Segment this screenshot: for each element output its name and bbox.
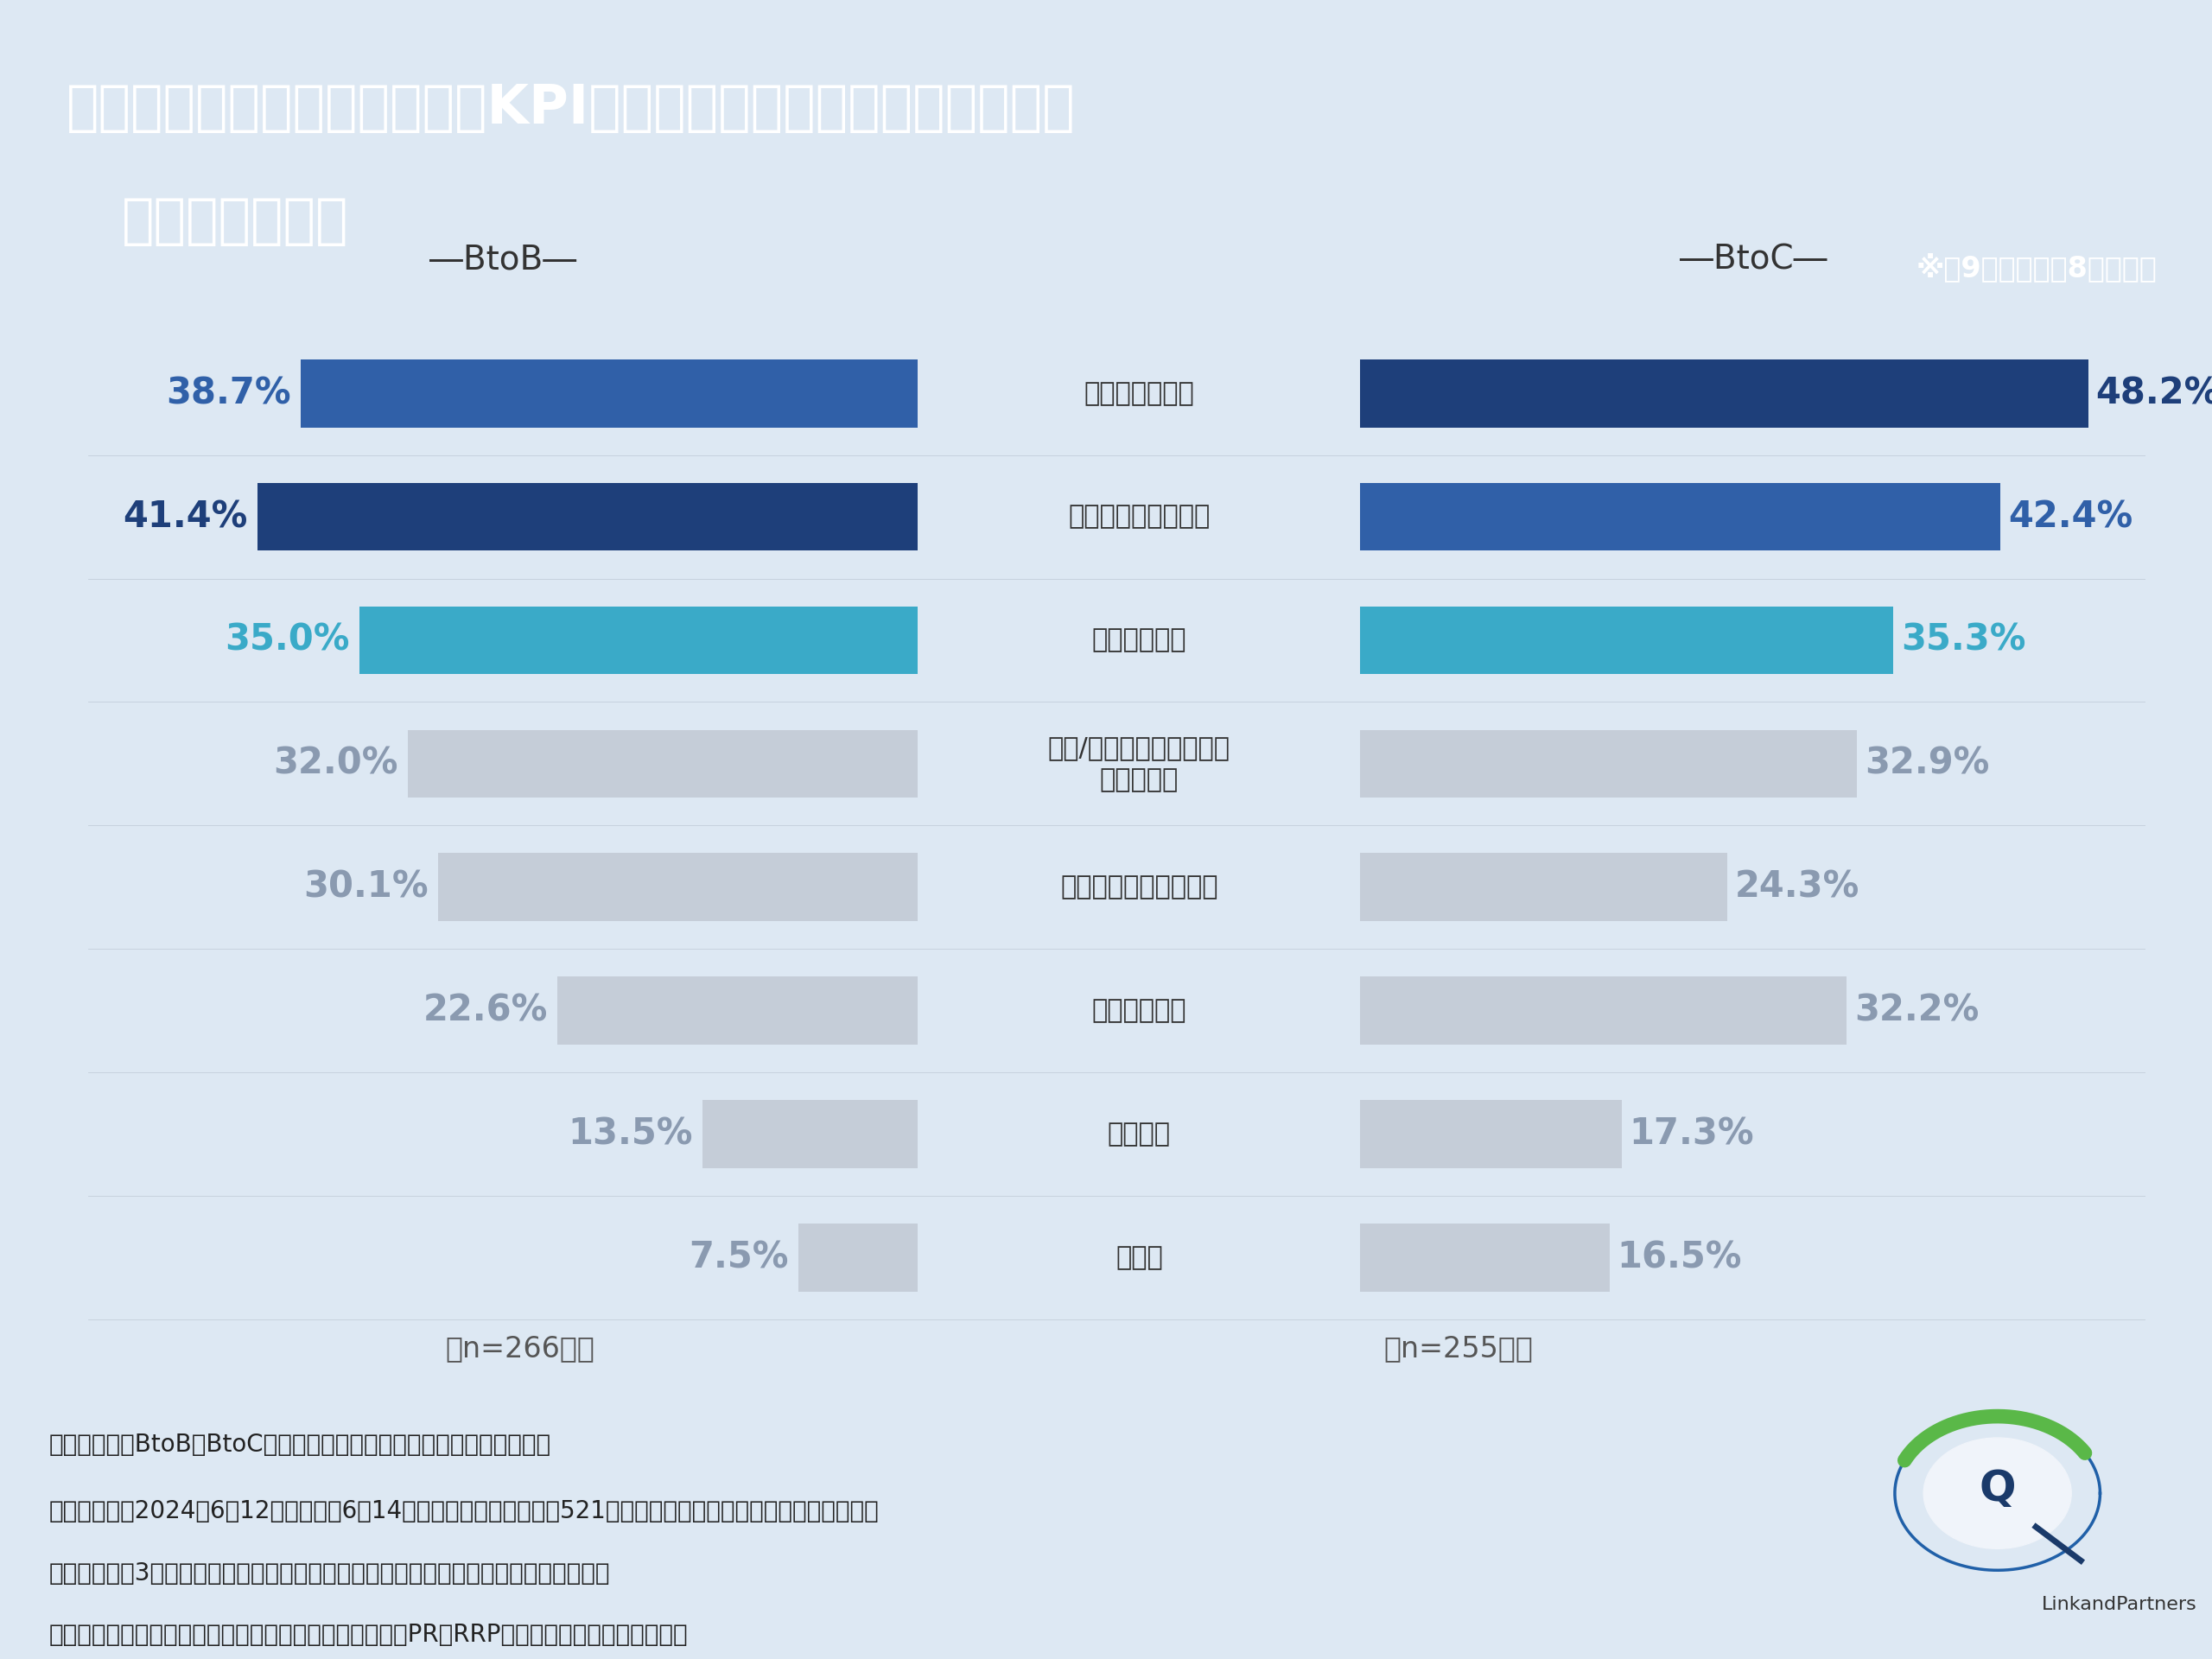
Text: 22.6%: 22.6% — [422, 992, 549, 1029]
Text: （n=266人）: （n=266人） — [445, 1334, 595, 1362]
Text: ※全9項目中上位8項目抜粋: ※全9項目中上位8項目抜粋 — [1916, 254, 2157, 282]
Bar — [1360, 483, 2000, 551]
Text: 7.5%: 7.5% — [688, 1239, 790, 1276]
Bar — [1360, 360, 2088, 428]
Text: ―BtoB―: ―BtoB― — [429, 244, 577, 275]
Text: 商品/サービス詳細ページ
への遷移率: 商品/サービス詳細ページ への遷移率 — [1048, 735, 1230, 793]
Text: コンテンツマーケティングのKPIはどのように設定していますか？: コンテンツマーケティングのKPIはどのように設定していますか？ — [66, 83, 1075, 134]
Text: 13.5%: 13.5% — [568, 1117, 692, 1153]
Text: 42.4%: 42.4% — [2008, 499, 2132, 534]
Text: ・調査期間：2024年6月12日（水）～6月14日（金）　・調査人数：521人　・モニター提供元：ゼネラルリサーチ: ・調査期間：2024年6月12日（水）～6月14日（金） ・調査人数：521人 … — [49, 1500, 878, 1523]
Text: 問い合わせ数: 問い合わせ数 — [1093, 999, 1186, 1024]
Text: リード数: リード数 — [1108, 1121, 1170, 1146]
Text: 41.4%: 41.4% — [124, 499, 248, 534]
Text: 32.0%: 32.0% — [272, 745, 398, 781]
Text: 30.1%: 30.1% — [303, 869, 429, 906]
Text: （n=255人）: （n=255人） — [1385, 1334, 1533, 1362]
Text: 《調査概要：BtoB／BtoC企業コンテンツマーケティングに関する調査: 《調査概要：BtoB／BtoC企業コンテンツマーケティングに関する調査 — [49, 1433, 551, 1457]
Bar — [1360, 606, 1893, 674]
Bar — [557, 977, 918, 1045]
Text: セッション数: セッション数 — [1093, 627, 1186, 652]
Bar — [438, 853, 918, 921]
Text: Q: Q — [1980, 1468, 2015, 1510]
Bar — [1360, 730, 1858, 798]
Text: ・調査方法：リンクアンドパートナーズが提供する調査PR「RRP」によるインターネット調査: ・調査方法：リンクアンドパートナーズが提供する調査PR「RRP」によるインターネ… — [49, 1623, 688, 1647]
Bar — [257, 483, 918, 551]
Text: LinkandPartners: LinkandPartners — [2042, 1596, 2197, 1614]
Bar — [1360, 1224, 1610, 1291]
Text: 35.0%: 35.0% — [226, 622, 349, 659]
Text: ―BtoC―: ―BtoC― — [1679, 244, 1827, 275]
Text: 32.2%: 32.2% — [1854, 992, 1980, 1029]
Bar — [1360, 977, 1847, 1045]
Text: 受注数: 受注数 — [1115, 1244, 1164, 1271]
Text: 48.2%: 48.2% — [2095, 375, 2212, 411]
Text: 32.9%: 32.9% — [1865, 745, 1989, 781]
Text: 17.3%: 17.3% — [1630, 1117, 1754, 1153]
Bar — [407, 730, 918, 798]
Text: ユニークユーザー数: ユニークユーザー数 — [1068, 504, 1210, 529]
Bar — [1360, 1100, 1621, 1168]
Bar — [703, 1100, 918, 1168]
Text: （複数回答可）: （複数回答可） — [122, 196, 349, 249]
Bar — [361, 606, 918, 674]
Circle shape — [1924, 1438, 2070, 1550]
Text: 24.3%: 24.3% — [1734, 869, 1860, 906]
Bar — [1360, 853, 1728, 921]
Text: ・調査対象：3年以上コンテンツマーケティングを実施しているマーケティング担当者: ・調査対象：3年以上コンテンツマーケティングを実施しているマーケティング担当者 — [49, 1561, 611, 1586]
Text: 16.5%: 16.5% — [1617, 1239, 1743, 1276]
Text: 資料のダウンロード数: 資料のダウンロード数 — [1060, 874, 1219, 899]
Bar — [799, 1224, 918, 1291]
Text: 38.7%: 38.7% — [166, 375, 292, 411]
Text: 35.3%: 35.3% — [1900, 622, 2026, 659]
Text: ページビュー数: ページビュー数 — [1084, 382, 1194, 406]
Bar — [301, 360, 918, 428]
